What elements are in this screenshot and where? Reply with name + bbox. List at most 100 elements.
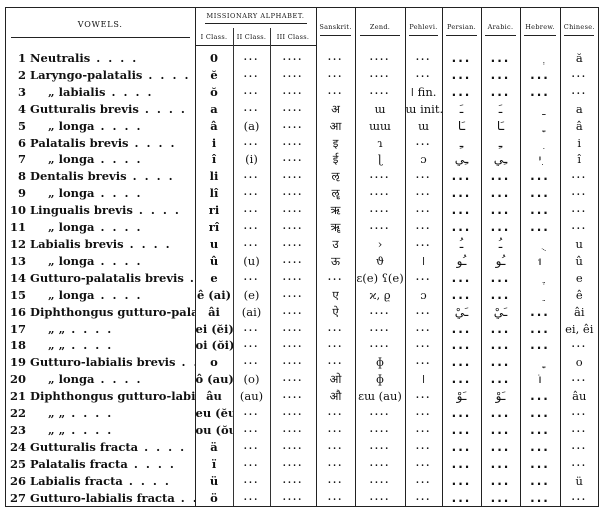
persian-cell: ... [441,455,482,473]
chinese-cell: ... [559,489,599,507]
vowel-name-cell: 25 Palatalis fracta . . . . [6,456,195,473]
class-3-cell: .... [269,354,317,372]
sanskrit-cell: ... [315,489,356,507]
chinese-cell: ... [559,371,599,389]
class-3-cell: .... [269,185,317,203]
zend-cell: .... [354,337,406,355]
hebrew-cell: ִ [519,134,561,152]
persian-cell: ... [441,354,482,372]
table-row: 3 „ labialis . . . . ŏ.............. ǀ fin.… [6,83,599,101]
vowel-name-cell: 24 Gutturalis fracta . . . . [6,439,195,456]
class-1-cell: i [194,134,233,152]
pehlevi-cell: ... [404,337,443,355]
table-row: 15 „ longa . . . . ê (ai) (e).... ए ϰ, ϱ ɔ....… [6,286,599,304]
hebrew-cell: ... [519,83,561,101]
row-number: 15 [9,287,26,302]
hebrew-cell: ֶ [519,269,561,287]
dot-leader: . . . . [138,101,187,116]
vowels-header: VOWELS. [6,8,195,50]
class-2-cell: ... [232,337,270,355]
vowel-name: Diphthongus gutturo-palatalis [30,304,195,319]
row-number: 2 [17,67,26,82]
class-2-cell: ... [232,202,270,220]
arabic-cell: ... [480,50,521,67]
table-row: 4 Gutturalis brevis . . . . a....... अ ɯ ɯ in… [6,100,599,118]
zend-cell: ɸ [354,354,406,372]
vowel-name: Dentalis brevis [30,169,127,184]
dot-leader: . . . . [180,490,195,505]
dot-leader: . . . . [126,169,175,184]
row-number: 23 [9,422,26,437]
dot-leader: . . . . [65,422,114,437]
zend-cell: ɛɯ (au) [354,388,406,406]
class-1-cell: âi [194,303,233,321]
sanskrit-cell: ... [315,320,356,338]
table-row: 6 Palatalis brevis . . . . i....... इ ɿ... ـِ… [6,134,599,152]
dot-leader: . . . . [105,84,154,99]
class-2-cell: ... [232,472,270,490]
dot-leader: . . . . [123,236,172,251]
persian-header: Persian. [441,8,482,50]
pehlevi-cell: ǀ [404,252,443,270]
dot-leader: . . . . [181,355,195,370]
chinese-cell: ei, êi [559,320,599,338]
class-1-cell: û [194,252,233,270]
vowel-name: „ longa [48,118,95,133]
table-row: 12 Labialis brevis . . . . u....... उ ›... ـُ… [6,235,599,253]
row-number: 7 [17,152,26,167]
class-2-cell: ... [232,50,270,67]
zend-cell: .... [354,202,406,220]
hebrew-cell: ֻ [519,235,561,253]
chinese-cell: âi [559,303,599,321]
class-2-cell: ... [232,354,270,372]
pehlevi-cell: ... [404,235,443,253]
row-number: 21 [9,389,26,404]
dot-leader: . . . . [128,135,177,150]
arabic-cell: ... [480,83,521,101]
pehlevi-cell: ... [404,354,443,372]
class-3-cell: .... [269,421,317,439]
persian-cell: ... [441,472,482,490]
class-3-cell: .... [269,219,317,236]
vowel-comparison-table: VOWELS. MISSIONARY ALPHABET. Sanskrit. Z… [5,7,599,508]
row-number: 6 [17,135,26,150]
class-3-cell: .... [269,269,317,287]
dot-leader: . . . . [94,152,143,167]
hebrew-cell: ... [519,421,561,439]
dot-leader: . . . . [90,51,139,65]
vowel-name: „ „ [48,321,66,336]
class-1-cell: ê (ai) [194,286,233,304]
missionary-alphabet-header: MISSIONARY ALPHABET. [194,8,317,28]
class-2-cell: ... [232,320,270,338]
chinese-header: Chinese. [559,8,599,50]
persian-cell: ... [441,286,482,304]
table-row: 25 Palatalis fracta . . . . ï.............… [6,455,599,473]
pehlevi-cell: ... [404,421,443,439]
class-3-cell: .... [269,235,317,253]
class-2-cell: (i) [232,151,270,169]
zend-cell: › [354,235,406,253]
arabic-cell: ـُ [480,235,521,253]
chinese-cell: a [559,100,599,118]
vowel-name-cell: 5 „ longa . . . . [6,118,195,135]
row-number: 18 [9,338,26,353]
persian-cell: ... [441,371,482,389]
arabic-header: Arabic. [480,8,521,50]
class-1-cell: li [194,168,233,186]
persian-cell: ... [441,66,482,84]
vowel-name-cell: 8 Dentalis brevis . . . . [6,168,195,185]
pehlevi-cell: ... [404,438,443,456]
hebrew-cell: ָ [519,117,561,135]
hebrew-cell: ְ [519,50,561,67]
pehlevi-cell: ... [404,320,443,338]
dot-leader: . . . . [94,253,143,268]
class-2-cell: (e) [232,286,270,304]
persian-cell: ـَا [441,117,482,135]
zend-cell: ɭ [354,151,406,169]
zend-cell: ϰ, ϱ [354,286,406,304]
sanskrit-cell: ... [315,50,356,67]
class-3-cell: .... [269,117,317,135]
row-number: 5 [17,118,26,133]
pehlevi-cell: ... [404,185,443,203]
